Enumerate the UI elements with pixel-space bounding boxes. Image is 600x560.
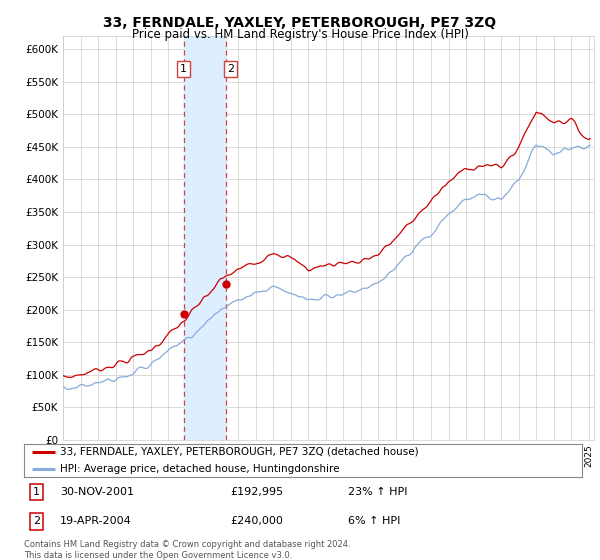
Text: Price paid vs. HM Land Registry's House Price Index (HPI): Price paid vs. HM Land Registry's House … — [131, 28, 469, 41]
Text: 23% ↑ HPI: 23% ↑ HPI — [347, 487, 407, 497]
Text: 2: 2 — [227, 64, 234, 74]
Text: 33, FERNDALE, YAXLEY, PETERBOROUGH, PE7 3ZQ: 33, FERNDALE, YAXLEY, PETERBOROUGH, PE7 … — [103, 16, 497, 30]
Text: £192,995: £192,995 — [230, 487, 284, 497]
Text: 1: 1 — [180, 64, 187, 74]
Text: Contains HM Land Registry data © Crown copyright and database right 2024.
This d: Contains HM Land Registry data © Crown c… — [24, 540, 350, 560]
Text: 2: 2 — [33, 516, 40, 526]
Text: HPI: Average price, detached house, Huntingdonshire: HPI: Average price, detached house, Hunt… — [60, 464, 340, 474]
Text: 19-APR-2004: 19-APR-2004 — [60, 516, 132, 526]
Text: £240,000: £240,000 — [230, 516, 283, 526]
Text: 1: 1 — [33, 487, 40, 497]
Text: 33, FERNDALE, YAXLEY, PETERBOROUGH, PE7 3ZQ (detached house): 33, FERNDALE, YAXLEY, PETERBOROUGH, PE7 … — [60, 447, 419, 457]
Bar — [184, 36, 226, 440]
Text: 30-NOV-2001: 30-NOV-2001 — [60, 487, 134, 497]
Text: 6% ↑ HPI: 6% ↑ HPI — [347, 516, 400, 526]
